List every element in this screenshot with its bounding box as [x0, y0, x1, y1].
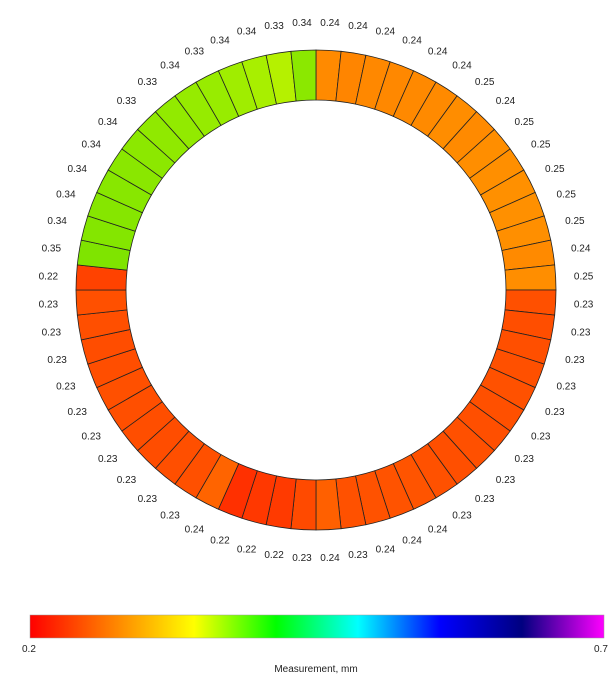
ring-value-label: 0.23 [117, 475, 137, 486]
ring-value-label: 0.23 [292, 553, 312, 564]
ring-value-label: 0.24 [320, 18, 340, 29]
ring-value-label: 0.23 [98, 454, 118, 465]
ring-value-label: 0.23 [571, 327, 591, 338]
ring-value-label: 0.22 [210, 536, 230, 547]
ring-value-label: 0.23 [545, 407, 565, 418]
ring-value-label: 0.34 [292, 18, 312, 29]
ring-value-label: 0.33 [185, 47, 205, 58]
ring-value-label: 0.23 [67, 407, 87, 418]
colorbar-gradient [29, 614, 605, 639]
ring-value-label: 0.33 [117, 96, 137, 107]
ring-value-label: 0.25 [565, 216, 585, 227]
ring-value-label: 0.25 [574, 271, 594, 282]
ring-value-label: 0.25 [556, 189, 576, 200]
ring-value-label: 0.24 [185, 524, 205, 535]
ring-value-label: 0.23 [56, 382, 76, 393]
ring-value-label: 0.23 [574, 300, 594, 311]
ring-value-label: 0.34 [160, 61, 180, 72]
ring-value-label: 0.33 [264, 21, 284, 32]
ring-value-label: 0.24 [348, 21, 368, 32]
ring-value-label: 0.23 [39, 300, 59, 311]
ring-segments [75, 49, 557, 531]
ring-value-label: 0.23 [160, 510, 180, 521]
ring-value-label: 0.34 [67, 164, 87, 175]
ring-value-label: 0.23 [531, 431, 551, 442]
colorbar-min-label: 0.2 [22, 644, 36, 655]
colorbar: 0.2 0.7 Measurement, mm [22, 614, 608, 675]
ring-value-label: 0.23 [565, 355, 585, 366]
ring-value-label: 0.23 [82, 431, 102, 442]
ring-value-label: 0.24 [402, 35, 422, 46]
ring-value-label: 0.23 [452, 510, 472, 521]
ring-value-label: 0.23 [138, 494, 158, 505]
ring-value-label: 0.33 [138, 77, 158, 88]
ring-value-label: 0.23 [42, 327, 62, 338]
ring-value-label: 0.23 [515, 454, 535, 465]
ring-segment [290, 49, 317, 102]
ring-value-label: 0.23 [47, 355, 67, 366]
ring-value-label: 0.34 [237, 27, 257, 38]
ring-value-label: 0.24 [428, 524, 448, 535]
ring-value-label: 0.22 [39, 271, 59, 282]
ring-value-label: 0.23 [348, 550, 368, 561]
ring-value-label: 0.25 [531, 140, 551, 151]
ring-value-label: 0.24 [376, 27, 396, 38]
ring-value-label: 0.25 [515, 117, 535, 128]
colorbar-axis-label: Measurement, mm [274, 664, 357, 675]
ring-value-label: 0.25 [475, 77, 495, 88]
ring-value-label: 0.24 [452, 61, 472, 72]
ring-value-label: 0.34 [56, 189, 76, 200]
ring-value-label: 0.35 [42, 244, 62, 255]
ring-value-label: 0.34 [82, 140, 102, 151]
ring-value-label: 0.24 [428, 47, 448, 58]
ring-value-label: 0.22 [237, 544, 257, 555]
ring-value-label: 0.23 [475, 494, 495, 505]
ring-value-label: 0.24 [402, 536, 422, 547]
ring-value-label: 0.23 [496, 475, 516, 486]
ring-value-label: 0.23 [556, 382, 576, 393]
ring-value-label: 0.34 [98, 117, 118, 128]
ring-value-label: 0.34 [210, 35, 230, 46]
ring-value-label: 0.24 [571, 244, 591, 255]
colorbar-max-label: 0.7 [594, 644, 608, 655]
ring-value-label: 0.24 [320, 553, 340, 564]
ring-value-label: 0.25 [545, 164, 565, 175]
ring-value-label: 0.24 [376, 544, 396, 555]
ring-value-labels: 0.24 0.240.240.240.240.240.250.240.250.25… [39, 18, 594, 564]
ring-chart: 0.24 0.240.240.240.240.240.250.240.250.25… [39, 18, 594, 564]
ring-value-label: 0.22 [264, 550, 284, 561]
ring-value-label: 0.34 [47, 216, 67, 227]
ring-value-label: 0.24 [496, 96, 516, 107]
